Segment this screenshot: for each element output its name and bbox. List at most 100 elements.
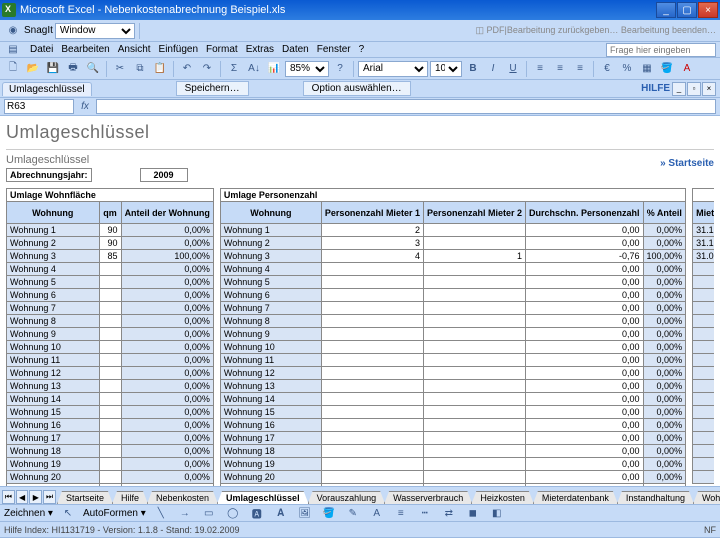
fillcolor2-icon[interactable]: 🪣 <box>320 504 338 522</box>
cell[interactable]: 85 <box>99 250 121 263</box>
new-icon[interactable]: 🗋 <box>4 60 22 78</box>
cell[interactable]: Wohnung 19 <box>220 458 321 471</box>
cell[interactable] <box>99 367 121 380</box>
cell[interactable]: 0,00% <box>643 315 686 328</box>
table-row[interactable]: Wohnung 80,000,00% <box>220 315 685 328</box>
cell[interactable]: Wohnung 11 <box>220 354 321 367</box>
table-row[interactable]: Wohnung 130,000,00% <box>220 380 685 393</box>
cell[interactable]: 0,00% <box>121 263 213 276</box>
cell[interactable] <box>423 380 525 393</box>
sort-asc-icon[interactable]: A↓ <box>245 60 263 78</box>
cell[interactable]: 0,00 <box>526 406 644 419</box>
table-row[interactable]: Wohnung 40,000,00% <box>220 263 685 276</box>
arrowstyle-icon[interactable]: ⇄ <box>440 504 458 522</box>
cell[interactable] <box>99 276 121 289</box>
menu-einfügen[interactable]: Einfügen <box>159 44 198 55</box>
cell[interactable] <box>693 393 714 406</box>
cell[interactable]: 0,00% <box>121 276 213 289</box>
table-row[interactable]: Wohnung 9 0,00% <box>7 328 214 341</box>
save-icon[interactable]: 💾 <box>44 60 62 78</box>
cell[interactable]: 0,00% <box>643 224 686 237</box>
cell[interactable] <box>693 328 714 341</box>
cell[interactable] <box>693 471 714 484</box>
currency-icon[interactable]: € <box>598 60 616 78</box>
cell[interactable] <box>321 328 423 341</box>
cell[interactable] <box>423 328 525 341</box>
cell[interactable]: 0,00% <box>121 445 213 458</box>
select-arrow-icon[interactable]: ↖ <box>59 504 77 522</box>
copy-icon[interactable]: ⧉ <box>131 60 149 78</box>
sheet-tab-vorauszahlung[interactable]: Vorauszahlung <box>308 491 386 504</box>
cell[interactable]: 0,00% <box>121 471 213 484</box>
cell[interactable] <box>423 354 525 367</box>
cell[interactable]: Wohnung 6 <box>7 289 100 302</box>
align-left-icon[interactable]: ≡ <box>531 60 549 78</box>
table-row[interactable]: Wohnung 150,000,00% <box>220 406 685 419</box>
cell[interactable] <box>423 445 525 458</box>
cell[interactable]: Wohnung 18 <box>220 445 321 458</box>
cell[interactable]: Wohnung 20 <box>7 471 100 484</box>
cell[interactable]: Wohnung 16 <box>7 419 100 432</box>
cell[interactable]: Wohnung 9 <box>7 328 100 341</box>
cell[interactable]: 0,00% <box>643 237 686 250</box>
menu-extras[interactable]: Extras <box>246 44 274 55</box>
table-row[interactable]: Wohnung 190,000,00% <box>220 458 685 471</box>
fontcolor-icon[interactable]: A <box>678 60 696 78</box>
cell[interactable]: Wohnung 6 <box>220 289 321 302</box>
rect-icon[interactable]: ▭ <box>200 504 218 522</box>
cell[interactable] <box>99 289 121 302</box>
cell[interactable] <box>99 445 121 458</box>
sheet-tab-nebenkosten[interactable]: Nebenkosten <box>147 491 218 504</box>
cell[interactable] <box>693 315 714 328</box>
table-row[interactable]: 0 <box>693 380 714 393</box>
cell[interactable] <box>423 406 525 419</box>
zoom-combo[interactable]: 85% <box>285 61 329 77</box>
cell[interactable] <box>321 263 423 276</box>
table-row[interactable]: Wohnung 90,000,00% <box>220 328 685 341</box>
cell[interactable] <box>321 432 423 445</box>
table-row[interactable]: Wohnung 170,000,00% <box>220 432 685 445</box>
borders-icon[interactable]: ▦ <box>638 60 656 78</box>
cell[interactable]: Wohnung 3 <box>220 250 321 263</box>
table-row[interactable]: Wohnung 50,000,00% <box>220 276 685 289</box>
cell[interactable]: 0,00% <box>121 393 213 406</box>
cell[interactable]: 0,00% <box>643 289 686 302</box>
cell[interactable] <box>321 341 423 354</box>
option-button[interactable]: Option auswählen… <box>303 81 411 96</box>
startseite-link[interactable]: » Startseite <box>660 158 714 169</box>
cell[interactable]: Wohnung 8 <box>7 315 100 328</box>
cell[interactable]: Wohnung 20 <box>220 471 321 484</box>
cell[interactable]: 100,00% <box>643 250 686 263</box>
table-row[interactable]: Wohnung 120,00% <box>7 367 214 380</box>
cell[interactable]: 31.05.2008 <box>693 250 714 263</box>
table-row[interactable]: 0 <box>693 276 714 289</box>
cell[interactable] <box>423 276 525 289</box>
autoshapes-menu[interactable]: AutoFormen ▾ <box>83 508 146 519</box>
cell[interactable]: 0,00 <box>526 341 644 354</box>
table-row[interactable]: Wohnung 180,00% <box>7 445 214 458</box>
cell[interactable]: Wohnung 4 <box>220 263 321 276</box>
cell[interactable]: 0,00 <box>526 263 644 276</box>
cell[interactable]: 0,00% <box>121 419 213 432</box>
table-row[interactable]: 0 <box>693 263 714 276</box>
table-row[interactable]: Wohnung 150,00% <box>7 406 214 419</box>
cell[interactable] <box>423 315 525 328</box>
cell[interactable]: 0,00% <box>121 328 213 341</box>
table-row[interactable]: 0 <box>693 354 714 367</box>
minimize-button[interactable]: _ <box>656 2 676 18</box>
cell[interactable]: 0,00% <box>643 380 686 393</box>
cell[interactable]: 0,00% <box>643 328 686 341</box>
table-row[interactable]: Wohnung 140,000,00% <box>220 393 685 406</box>
cell[interactable]: Wohnung 10 <box>220 341 321 354</box>
help-search-input[interactable] <box>606 43 716 57</box>
tab-nav-first[interactable]: ⏮ <box>2 490 15 504</box>
table-row[interactable]: 0 <box>693 289 714 302</box>
table-row[interactable]: 0 <box>693 419 714 432</box>
chart-icon[interactable]: 📊 <box>265 60 283 78</box>
table-row[interactable]: Wohnung 190,00% <box>7 458 214 471</box>
cell[interactable]: Wohnung 3 <box>7 250 100 263</box>
save-button[interactable]: Speichern… <box>176 81 249 96</box>
table-row[interactable]: 0 <box>693 432 714 445</box>
cell[interactable]: Wohnung 10 <box>7 341 100 354</box>
formula-input[interactable] <box>96 99 716 114</box>
